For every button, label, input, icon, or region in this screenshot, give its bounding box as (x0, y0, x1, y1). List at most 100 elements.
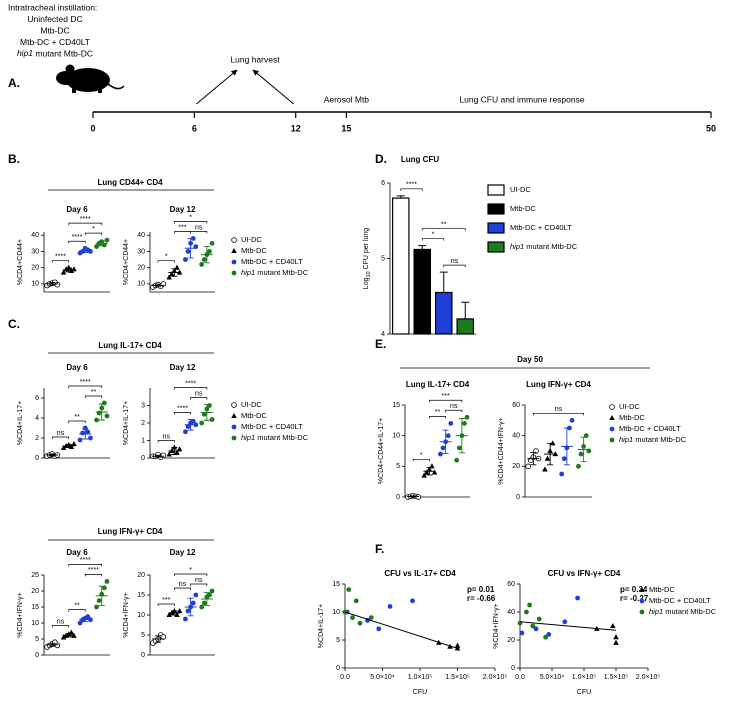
legend-swatch (487, 241, 505, 253)
y-tick-label: 4 (381, 331, 385, 338)
legend-marker (231, 259, 237, 265)
panel-heading: Lung CD44+ CD4 (97, 178, 163, 187)
mouse-icon (56, 64, 125, 93)
data-point (464, 414, 470, 420)
subplot-title: Lung IFN-γ+ CD4 (526, 380, 591, 389)
y-tick-label: 6 (381, 180, 385, 187)
legend-label: Mtb-DC + CD40LT (619, 424, 681, 433)
y-tick-label: 0 (516, 494, 520, 501)
data-point (101, 400, 107, 406)
x-tick-label: 1.5×10⁵ (445, 674, 470, 681)
significance-label: ns (555, 406, 563, 413)
data-point (190, 600, 196, 606)
data-point (462, 421, 467, 426)
significance-label: **** (406, 182, 417, 189)
data-point (199, 604, 205, 610)
bar (391, 197, 410, 335)
data-point (346, 587, 352, 592)
data-point (77, 620, 83, 626)
stat-label: r= -0.66 (467, 594, 496, 603)
x-tick-label: 0.0 (340, 674, 350, 681)
y-tick-label: 10 (31, 620, 39, 627)
y-axis-label: %CD4+CD44+ (17, 239, 24, 285)
y-tick-label: 5 (35, 636, 39, 643)
y-tick-label: 40 (512, 433, 520, 440)
sd-bar (171, 610, 178, 616)
legend-marker (231, 413, 237, 419)
legend-marker (231, 402, 237, 408)
data-point (613, 639, 619, 645)
data-point (201, 411, 207, 417)
sd-bar (203, 404, 210, 421)
legend-marker (609, 437, 615, 443)
significance-label: * (189, 214, 192, 221)
y-tick-label: 30 (137, 248, 145, 255)
significance-bracket (84, 232, 103, 236)
arrow (196, 69, 238, 105)
sd-bar (171, 447, 178, 455)
y-tick-label: 2 (141, 420, 145, 427)
data-point (410, 598, 415, 604)
data-point (207, 592, 212, 598)
sd-bar (187, 238, 194, 259)
y-tick-label: 0 (141, 455, 145, 462)
data-point (88, 435, 93, 441)
y-tick-label: 6 (35, 395, 39, 402)
y-tick-label: 20 (507, 637, 515, 644)
data-point (185, 249, 191, 254)
stat-label: r= -0.27 (620, 594, 649, 603)
y-tick-label: 40 (137, 232, 145, 239)
significance-bracket (84, 574, 103, 577)
y-tick-label: 1 (141, 437, 145, 444)
significance-bracket (429, 416, 446, 419)
data-point (174, 449, 180, 455)
instillation-text: hip1 mutant Mtb-DC (17, 48, 93, 58)
data-point (104, 413, 110, 419)
data-point (445, 433, 451, 439)
data-point (201, 600, 207, 606)
data-point (440, 445, 446, 451)
legend-label: Mtb-DC (649, 585, 675, 594)
panel-heading: Day 50 (517, 355, 543, 364)
significance-bracket (68, 609, 86, 612)
data-point (169, 271, 175, 277)
y-tick-label: 20 (137, 572, 145, 579)
data-point (104, 579, 110, 584)
y-tick-label: 3 (141, 402, 145, 409)
legend-label: Mtb-DC + CD40LT (510, 223, 572, 232)
significance-bracket (443, 264, 466, 268)
data-point (559, 471, 565, 477)
data-point (166, 274, 172, 280)
significance-label: **** (72, 234, 83, 241)
y-tick-label: 15 (332, 581, 340, 588)
significance-bracket (157, 603, 175, 606)
data-point (60, 634, 67, 640)
panel-label: A. (8, 76, 20, 90)
significance-label: ns (450, 403, 458, 410)
legend-label: hip1 mutant Mtb-DC (241, 268, 309, 277)
y-tick-label: 60 (507, 581, 515, 588)
data-point (96, 598, 102, 603)
error-bar (418, 245, 427, 250)
data-point (77, 437, 83, 443)
y-axis-label: %CD4+IL-17+ (318, 604, 325, 648)
panel-label: F. (375, 542, 384, 556)
y-tick-label: 0 (141, 652, 145, 659)
data-point (185, 424, 191, 429)
data-point (569, 417, 575, 423)
y-axis-label: %CD4+IL-17+ (123, 401, 130, 445)
significance-label: **** (80, 557, 91, 564)
data-point (610, 623, 616, 629)
data-point (578, 451, 584, 457)
y-tick-label: 20 (512, 463, 520, 470)
data-point (54, 281, 61, 288)
significance-label: ns (451, 258, 459, 265)
x-tick-label: 1.0×10⁵ (408, 674, 433, 681)
significance-bracket (412, 458, 430, 462)
sd-bar (426, 467, 433, 476)
data-point (190, 418, 196, 424)
significance-label: **** (80, 379, 91, 386)
subplot-title: Lung IL-17+ CD4 (406, 380, 470, 389)
x-tick-label: 50 (706, 123, 716, 133)
data-point (193, 592, 199, 598)
